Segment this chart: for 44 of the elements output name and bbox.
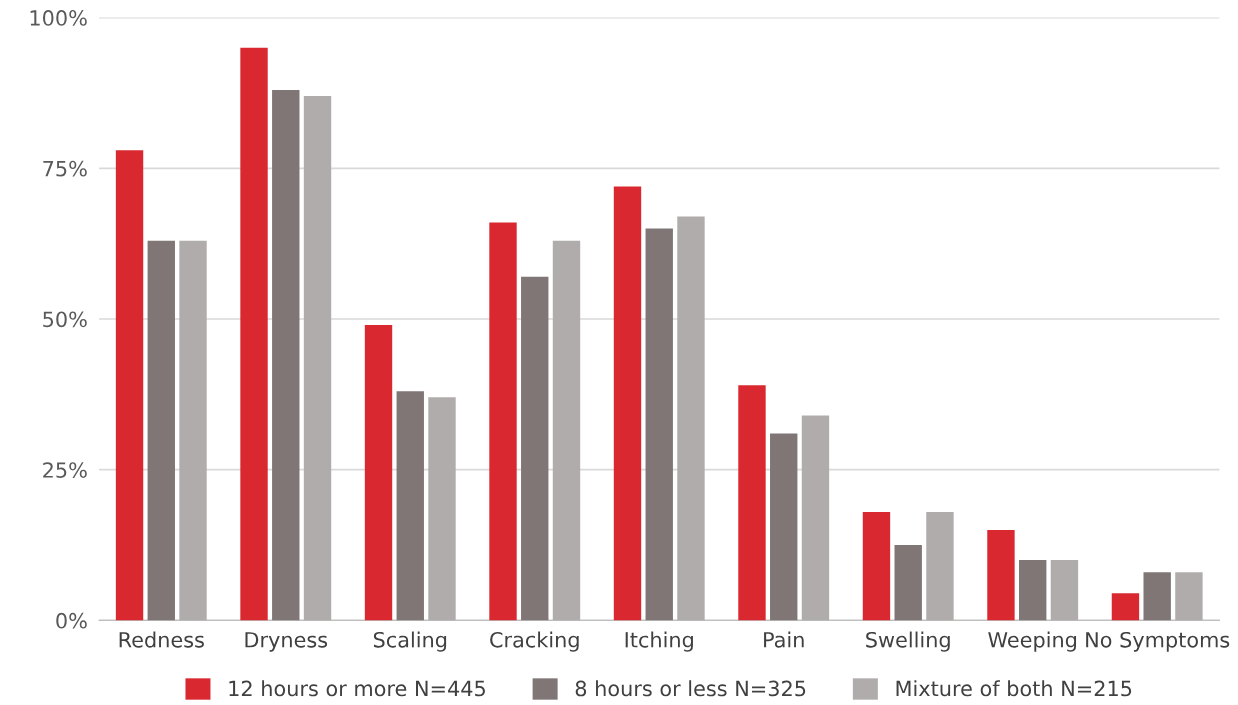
bar xyxy=(428,397,456,621)
y-tick-label: 50% xyxy=(43,311,87,328)
x-tick-label: Weeping xyxy=(988,631,1077,652)
bar xyxy=(894,545,922,621)
x-tick-label: No Symptoms xyxy=(1086,631,1230,652)
x-tick-label: Dryness xyxy=(245,632,328,652)
legend-label: 8 hours or less N=325 xyxy=(575,680,806,697)
x-tick-label: Pain xyxy=(764,631,804,648)
y-tick-label: 75% xyxy=(43,160,87,177)
bar xyxy=(645,228,673,621)
bar xyxy=(303,95,332,621)
x-tick-label: Swelling xyxy=(866,631,950,652)
legend-label: 12 hours or more N=445 xyxy=(229,680,485,697)
y-tick-label: 0% xyxy=(56,612,87,629)
bar xyxy=(1111,593,1140,621)
y-tick-label: 100% xyxy=(30,10,87,26)
bar xyxy=(1143,572,1171,621)
bar xyxy=(613,186,642,621)
bar xyxy=(240,47,268,621)
bar xyxy=(115,150,144,621)
bar xyxy=(801,415,830,621)
x-tick-label: Scaling xyxy=(373,631,447,652)
bar xyxy=(521,276,549,621)
y-tick-label: 25% xyxy=(43,462,87,478)
x-tick-label: Cracking xyxy=(490,631,579,652)
legend-label: Mixture of both N=215 xyxy=(896,680,1132,697)
bar xyxy=(987,529,1015,621)
bar xyxy=(770,433,798,621)
bar xyxy=(552,240,581,621)
bar xyxy=(179,240,207,621)
bar xyxy=(1175,572,1203,621)
bar xyxy=(1019,560,1047,621)
bar xyxy=(272,89,300,621)
bar xyxy=(489,222,517,621)
x-tick-label: Itching xyxy=(625,631,693,652)
bar xyxy=(862,511,891,621)
bar xyxy=(926,511,954,621)
bar xyxy=(1050,560,1079,621)
bar xyxy=(147,240,175,621)
bar xyxy=(396,391,424,621)
bar xyxy=(677,216,705,621)
bar xyxy=(364,325,393,621)
bar xyxy=(738,385,766,621)
x-tick-label: Redness xyxy=(119,631,204,648)
